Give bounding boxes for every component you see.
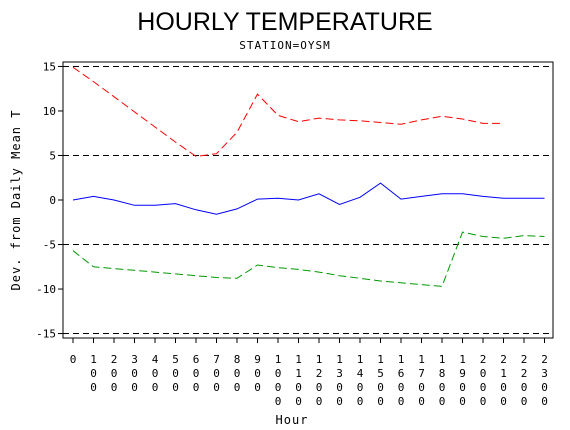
y-tick-label: 10 (43, 105, 56, 118)
y-tick-label: 0 (49, 194, 56, 207)
y-tick-label: 5 (49, 149, 56, 162)
y-tick-label: 15 (43, 60, 56, 73)
series-line-0 (72, 66, 504, 157)
x-axis-label: Hour (276, 413, 309, 427)
plot-frame (62, 61, 554, 339)
series-line-1 (72, 182, 545, 215)
plot-area: -15 -10 -5 0 5 10 15 0 1 0 0 2 0 0 3 0 0 4 0 0 5 0 0 6 0 0 7 0 0 8 0 0 9… (36, 60, 554, 408)
y-axis-label: Dev. from Daily Mean T (9, 110, 23, 291)
y-tick-label: -15 (36, 328, 56, 341)
x-tick-label: 0 (70, 353, 77, 366)
series-line-2 (72, 231, 545, 287)
chart-title: HOURLY TEMPERATURE (137, 8, 432, 36)
y-tick-label: -10 (36, 283, 56, 296)
chart-subtitle: STATION=OYSM (239, 39, 330, 52)
y-tick-label: -5 (43, 239, 56, 252)
